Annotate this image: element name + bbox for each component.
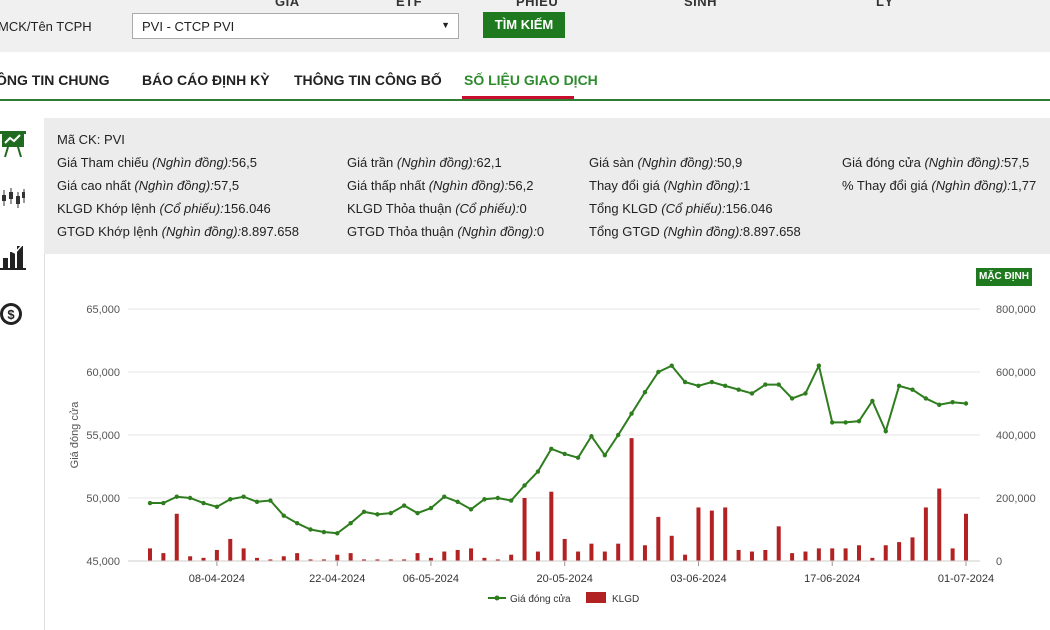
info-field: Giá trần (Nghìn đồng):62,1 (347, 155, 502, 170)
info-field: Giá Tham chiếu (Nghìn đồng):56,5 (57, 155, 257, 170)
tab-disclosures[interactable]: THÔNG TIN CÔNG BỐ (294, 72, 442, 88)
stock-info-panel: Mã CK: PVI Giá Tham chiếu (Nghìn đồng):5… (44, 118, 1050, 254)
info-field: % Thay đổi giá (Nghìn đồng):1,77 (842, 178, 1037, 193)
info-field: Giá sàn (Nghìn đồng):50,9 (589, 155, 743, 170)
tab-bar: ÔNG TIN CHUNG BÁO CÁO ĐỊNH KỲ THÔNG TIN … (0, 52, 1050, 101)
chart-area (44, 254, 1050, 630)
info-field: Giá đóng cửa (Nghìn đồng):57,5 (842, 155, 1030, 170)
top-nav-overlay: GIÁ ETF PHIẾU SINH LÝ (0, 0, 1050, 10)
info-field: KLGD Khớp lệnh (Cổ phiếu):156.046 (57, 201, 271, 216)
ma-ck: Mã CK: PVI (57, 132, 125, 147)
candlestick-icon[interactable] (0, 186, 26, 215)
stock-select[interactable]: PVI - CTCP PVI ▼ (132, 13, 459, 39)
dollar-icon[interactable]: $ (0, 300, 26, 333)
stock-select-value: PVI - CTCP PVI (142, 19, 235, 34)
presentation-icon[interactable] (0, 130, 26, 163)
info-field: Giá thấp nhất (Nghìn đồng):56,2 (347, 178, 534, 193)
active-tab-indicator (462, 96, 574, 99)
top-nav-item[interactable]: ETF (396, 0, 423, 9)
info-field: GTGD Thỏa thuận (Nghìn đồng):0 (347, 224, 545, 239)
chevron-down-icon: ▼ (441, 20, 450, 30)
search-label: MCK/Tên TCPH (0, 19, 92, 34)
tab-periodic-reports[interactable]: BÁO CÁO ĐỊNH KỲ (142, 72, 270, 88)
top-nav-item[interactable]: PHIẾU (516, 0, 559, 9)
tab-general-info[interactable]: ÔNG TIN CHUNG (0, 72, 110, 88)
tab-trading-data[interactable]: SỐ LIỆU GIAO DỊCH (464, 72, 598, 88)
info-field: Tổng GTGD (Nghìn đồng):8.897.658 (589, 224, 801, 239)
info-field: Thay đổi giá (Nghìn đồng):1 (589, 178, 751, 193)
search-button[interactable]: TÌM KIẾM (483, 12, 565, 38)
default-view-button[interactable]: MẶC ĐỊNH (976, 268, 1032, 286)
top-nav-item[interactable]: LÝ (876, 0, 894, 9)
top-nav-item[interactable]: SINH (684, 0, 718, 9)
info-field: KLGD Thỏa thuận (Cổ phiếu):0 (347, 201, 527, 216)
bar-chart-icon[interactable] (0, 242, 26, 275)
svg-text:$: $ (7, 307, 15, 322)
info-field: Giá cao nhất (Nghìn đồng):57,5 (57, 178, 240, 193)
search-bar: MCK/Tên TCPH PVI - CTCP PVI ▼ TÌM KIẾM (0, 0, 1050, 53)
info-field: GTGD Khớp lệnh (Nghìn đồng):8.897.658 (57, 224, 299, 239)
top-nav-item[interactable]: GIÁ (275, 0, 300, 9)
info-field: Tổng KLGD (Cổ phiếu):156.046 (589, 201, 773, 216)
